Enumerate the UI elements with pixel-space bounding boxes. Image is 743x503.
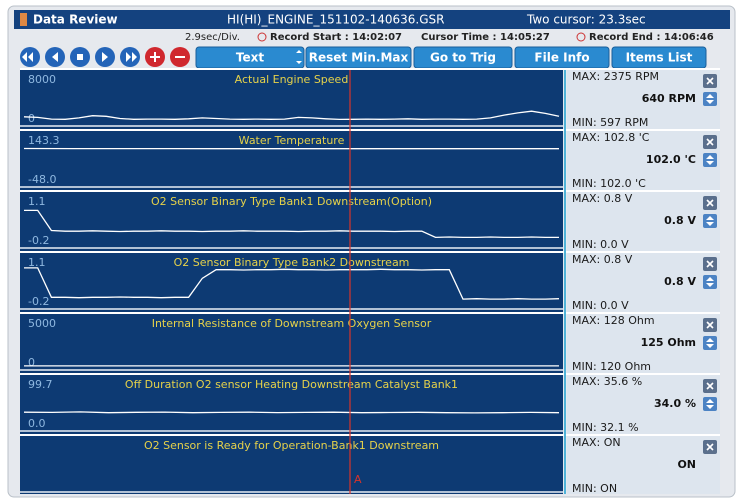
current-value: 640 RPM bbox=[642, 92, 696, 105]
min-value: MIN: 102.0 'C bbox=[572, 177, 646, 190]
record-end: Record End : 14:06:46 bbox=[589, 32, 714, 43]
dropdown-arrow bbox=[296, 50, 302, 64]
toolbar: Text Reset Min.Max Go to Trig File Info Item… bbox=[195, 46, 707, 69]
current-value: 0.8 V bbox=[664, 275, 696, 288]
panel-label: O2 Sensor Binary Type Bank1 Downstream(O… bbox=[151, 195, 432, 208]
spin-button[interactable] bbox=[703, 153, 717, 167]
max-value: MAX: ON bbox=[572, 436, 621, 449]
toolbar-button-label: Items List bbox=[626, 51, 693, 65]
y-tick-label: -0.2 bbox=[28, 234, 49, 247]
cursor-time: Cursor Time : 14:05:27 bbox=[421, 32, 550, 43]
panel-separator bbox=[20, 190, 720, 192]
close-icon bbox=[706, 199, 714, 207]
trace-line bbox=[24, 267, 560, 300]
min-value: MIN: 0.0 V bbox=[572, 299, 629, 312]
spin-button[interactable] bbox=[703, 336, 717, 350]
panels: Actual Engine Speed 8000 0 MAX: 2375 RPM 640… bbox=[20, 68, 720, 495]
max-value: MAX: 0.8 V bbox=[572, 192, 633, 205]
file-name: HI(HI)_ENGINE_151102-140636.GSR bbox=[227, 13, 444, 27]
max-value: MAX: 102.8 'C bbox=[572, 131, 650, 144]
current-value: ON bbox=[677, 458, 696, 471]
trace-line bbox=[23, 411, 560, 414]
min-value: MIN: 597 RPM bbox=[572, 116, 648, 129]
panel-label: Water Temperature bbox=[239, 134, 345, 147]
current-value: 125 Ohm bbox=[641, 336, 696, 349]
current-value: 0.8 V bbox=[664, 214, 696, 227]
panel-label: Actual Engine Speed bbox=[235, 73, 349, 86]
y-tick-label: 8000 bbox=[28, 73, 56, 86]
min-value: MIN: 0.0 V bbox=[572, 238, 629, 251]
y-tick-label: 0 bbox=[28, 112, 35, 125]
panel-label: Off Duration O2 sensor Heating Downstrea… bbox=[125, 378, 458, 391]
panel-label: O2 Sensor Binary Type Bank2 Downstream bbox=[174, 256, 410, 269]
toolbar-button-label: File Info bbox=[534, 51, 589, 65]
panel-separator bbox=[20, 312, 720, 314]
title-bar bbox=[14, 10, 730, 29]
cursor-label: A bbox=[354, 473, 362, 486]
close-icon bbox=[706, 138, 714, 146]
spin-icon bbox=[706, 338, 714, 348]
min-value: MIN: ON bbox=[572, 482, 617, 495]
close-icon bbox=[706, 321, 714, 329]
max-value: MAX: 0.8 V bbox=[572, 253, 633, 266]
division: 2.9sec/Div. bbox=[185, 32, 240, 43]
panel-separator bbox=[20, 373, 720, 375]
chart-area bbox=[20, 70, 563, 494]
spin-button[interactable] bbox=[703, 397, 717, 411]
record-start: Record Start : 14:02:07 bbox=[270, 32, 402, 43]
trace-line bbox=[24, 209, 559, 239]
panel-label: Internal Resistance of Downstream Oxygen… bbox=[152, 317, 432, 330]
y-tick-label: 143.3 bbox=[28, 134, 60, 147]
close-icon bbox=[706, 77, 714, 85]
y-tick-label: -0.2 bbox=[28, 295, 49, 308]
spin-icon bbox=[706, 277, 714, 287]
spin-icon bbox=[706, 155, 714, 165]
cursor-info: Two cursor: 23.3sec bbox=[526, 13, 646, 27]
close-icon bbox=[706, 443, 714, 451]
panel-separator bbox=[20, 68, 720, 70]
y-tick-label: 5000 bbox=[28, 317, 56, 330]
value-area bbox=[567, 70, 720, 494]
app-icon bbox=[20, 13, 27, 26]
toolbar-button-label: Reset Min.Max bbox=[309, 51, 409, 65]
spin-icon bbox=[706, 399, 714, 409]
max-value: MAX: 2375 RPM bbox=[572, 70, 659, 83]
button-icons bbox=[22, 52, 185, 62]
y-tick-label: 0 bbox=[28, 356, 35, 369]
current-value: 34.0 % bbox=[654, 397, 696, 410]
panel-separator bbox=[20, 251, 720, 253]
toolbar-button-label: Go to Trig bbox=[430, 51, 496, 65]
panel-separator bbox=[20, 129, 720, 131]
y-tick-label: -48.0 bbox=[28, 173, 56, 186]
clock-icon bbox=[257, 32, 267, 42]
y-tick-label: 1.1 bbox=[28, 256, 46, 269]
spin-button[interactable] bbox=[703, 275, 717, 289]
spin-button[interactable] bbox=[703, 214, 717, 228]
close-icon bbox=[706, 382, 714, 390]
trace-line bbox=[23, 110, 560, 121]
close-icon bbox=[706, 260, 714, 268]
panel-separator bbox=[20, 434, 720, 436]
panel-label: O2 Sensor is Ready for Operation-Bank1 D… bbox=[144, 439, 439, 452]
y-tick-label: 0.0 bbox=[28, 417, 46, 430]
toolbar-button-label: Text bbox=[236, 51, 264, 65]
y-tick-label: 99.7 bbox=[28, 378, 53, 391]
spin-icon bbox=[706, 94, 714, 104]
current-value: 102.0 'C bbox=[646, 153, 696, 166]
max-value: MAX: 35.6 % bbox=[572, 375, 642, 388]
spin-button[interactable] bbox=[703, 92, 717, 106]
playback-controls bbox=[20, 47, 190, 67]
max-value: MAX: 128 Ohm bbox=[572, 314, 655, 327]
min-value: MIN: 32.1 % bbox=[572, 421, 639, 434]
y-tick-label: 1.1 bbox=[28, 195, 46, 208]
clock-icon bbox=[576, 32, 586, 42]
min-value: MIN: 120 Ohm bbox=[572, 360, 651, 373]
window-title: Data Review bbox=[33, 13, 118, 27]
spin-icon bbox=[706, 216, 714, 226]
